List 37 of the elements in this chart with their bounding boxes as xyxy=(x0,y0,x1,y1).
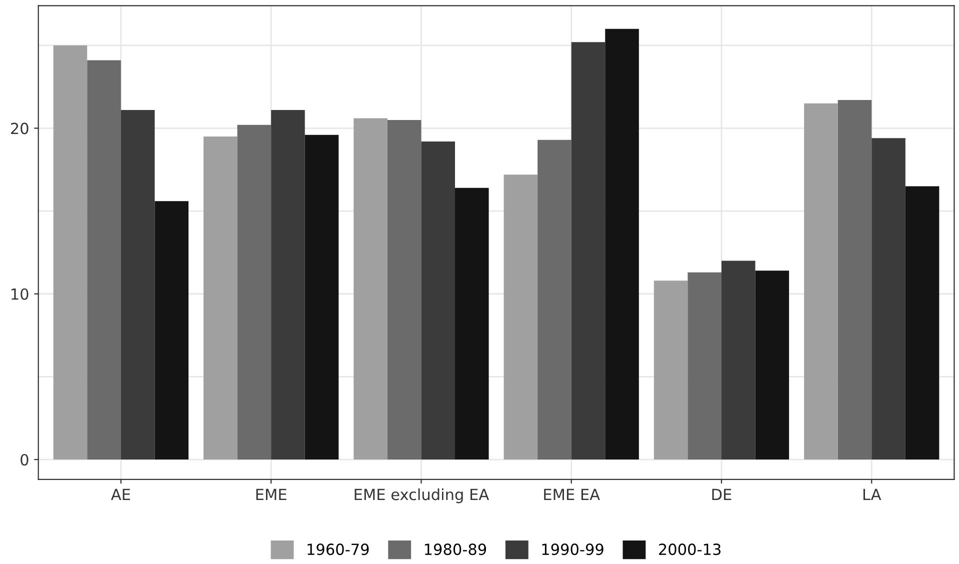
bar xyxy=(504,174,538,460)
bar xyxy=(421,141,455,460)
bar xyxy=(354,118,388,460)
bar xyxy=(387,120,422,460)
y-tick-label: 10 xyxy=(12,288,28,300)
x-tick-label: DE xyxy=(712,488,732,500)
legend-label: 1990-99 xyxy=(542,544,604,556)
y-tick-label: 20 xyxy=(11,122,28,134)
x-tick-label: AE xyxy=(111,488,130,500)
bar xyxy=(872,138,906,460)
bar xyxy=(688,272,722,460)
bar xyxy=(53,45,88,460)
bar xyxy=(654,280,688,460)
bar xyxy=(154,201,188,460)
legend-label: 1980-89 xyxy=(424,544,486,556)
bar xyxy=(454,188,489,460)
x-tick-label: EME excluding EA xyxy=(354,488,490,504)
legend-label: 2000-13 xyxy=(659,544,721,556)
bar xyxy=(605,28,639,460)
bar xyxy=(204,136,238,460)
x-tick-label: EME EA xyxy=(544,488,600,500)
bar xyxy=(120,110,155,460)
bar xyxy=(538,140,572,460)
bar xyxy=(237,124,272,460)
x-tick-label: LA xyxy=(863,488,882,500)
x-tick-label: EME xyxy=(256,488,286,500)
bar xyxy=(87,60,121,460)
bar xyxy=(755,270,790,460)
y-tick-label: 0 xyxy=(20,454,28,466)
bar xyxy=(804,103,838,460)
bar xyxy=(838,100,872,460)
bar xyxy=(721,260,756,460)
bar xyxy=(304,134,339,460)
bar xyxy=(905,186,940,460)
bar xyxy=(271,110,305,460)
legend-label: 1960-79 xyxy=(308,544,369,556)
bar xyxy=(571,42,606,460)
